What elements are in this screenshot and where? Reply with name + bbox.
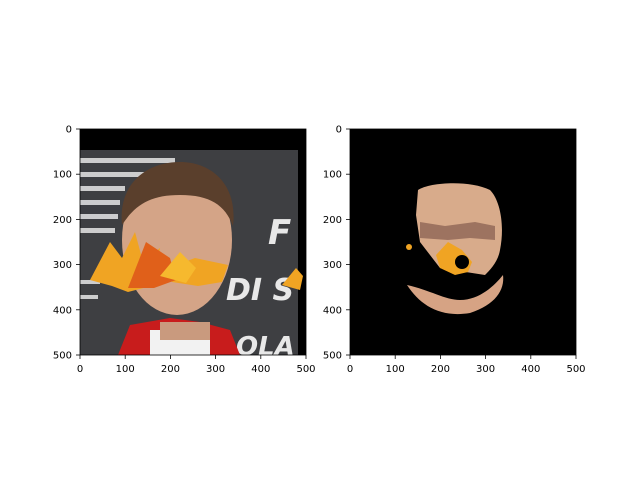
left-ytick-label-5: 500 — [53, 351, 72, 362]
right-ytick-label-0: 0 — [336, 125, 342, 136]
right-ytick-label-4: 400 — [323, 305, 342, 316]
right-xtick-label-5: 500 — [566, 364, 585, 375]
right-axes: 0 100 200 300 400 500 0 100 200 300 400 … — [323, 125, 586, 376]
right-xtick-label-1: 100 — [386, 364, 405, 375]
left-axes: 0 100 200 300 400 500 0 100 200 300 400 … — [53, 125, 316, 376]
right-ytick-label-1: 100 — [323, 170, 342, 181]
right-xtick-label-2: 200 — [431, 364, 450, 375]
left-xtick-label-1: 100 — [116, 364, 135, 375]
left-xtick-label-5: 500 — [296, 364, 315, 375]
left-xtick-label-2: 200 — [161, 364, 180, 375]
right-xtick-label-3: 300 — [476, 364, 495, 375]
left-ytick-label-3: 300 — [53, 260, 72, 271]
left-xtick-label-4: 400 — [251, 364, 270, 375]
left-xtick-label-0: 0 — [77, 364, 83, 375]
left-x-ticks: 0 100 200 300 400 500 — [77, 355, 316, 375]
right-y-ticks: 0 100 200 300 400 500 — [323, 125, 350, 362]
right-x-ticks: 0 100 200 300 400 500 — [347, 355, 586, 375]
left-image: F DI S OLA — [80, 129, 306, 362]
left-xtick-label-3: 300 — [206, 364, 225, 375]
svg-text:OLA: OLA — [236, 332, 295, 362]
right-ytick-label-5: 500 — [323, 351, 342, 362]
right-ytick-label-2: 200 — [323, 215, 342, 226]
right-xtick-label-4: 400 — [521, 364, 540, 375]
right-ytick-label-3: 300 — [323, 260, 342, 271]
svg-text:F: F — [268, 213, 291, 253]
right-xtick-label-0: 0 — [347, 364, 353, 375]
left-y-ticks: 0 100 200 300 400 500 — [53, 125, 80, 362]
svg-text:DI S: DI S — [226, 273, 294, 308]
left-ytick-label-4: 400 — [53, 305, 72, 316]
left-ytick-label-1: 100 — [53, 170, 72, 181]
left-ytick-label-0: 0 — [66, 125, 72, 136]
left-ytick-label-2: 200 — [53, 215, 72, 226]
right-image — [350, 129, 576, 355]
